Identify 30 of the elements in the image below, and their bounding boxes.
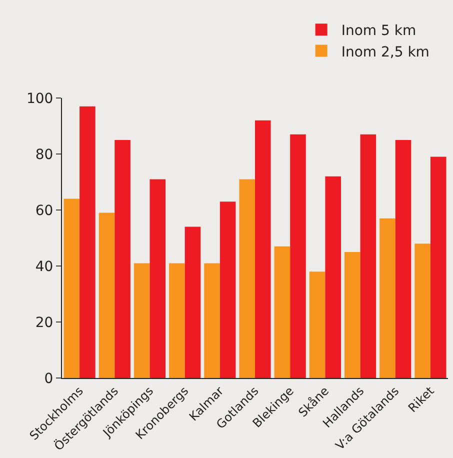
bar — [414, 244, 430, 378]
bar — [114, 140, 130, 378]
bar — [80, 106, 96, 378]
bar — [344, 252, 360, 378]
legend-label: Inom 5 km — [341, 23, 416, 40]
bar — [325, 176, 341, 378]
bar — [274, 246, 290, 378]
legend-label: Inom 2,5 km — [341, 44, 430, 60]
bar — [134, 263, 150, 378]
bar — [239, 179, 255, 378]
bar — [64, 198, 80, 378]
bar — [255, 120, 271, 378]
y-tick-label: 40 — [35, 258, 54, 275]
y-tick-label: 20 — [35, 314, 54, 331]
y-tick-label: 0 — [44, 370, 54, 387]
bar — [150, 179, 166, 378]
y-tick-label: 100 — [26, 90, 54, 107]
bar — [184, 226, 201, 378]
bar — [309, 272, 326, 378]
bar — [290, 134, 306, 378]
bar — [204, 263, 220, 378]
y-tick-label: 60 — [35, 202, 54, 219]
bar — [430, 156, 446, 378]
bar — [360, 134, 376, 378]
bar — [220, 202, 236, 378]
y-tick-label: 80 — [35, 146, 54, 163]
bar — [169, 263, 185, 378]
bar — [98, 212, 115, 378]
bar — [380, 218, 396, 378]
bar — [395, 140, 412, 378]
